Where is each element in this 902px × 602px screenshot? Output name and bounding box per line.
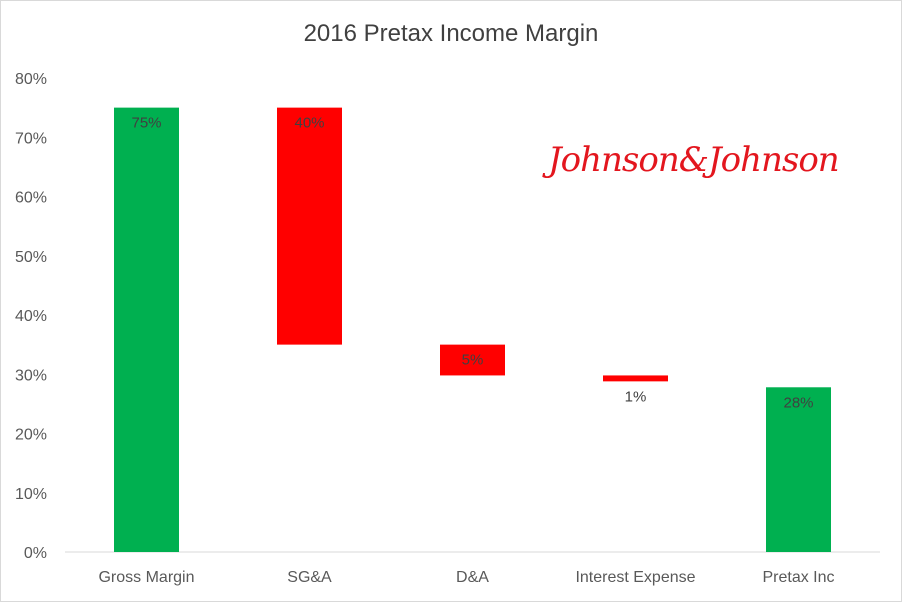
y-tick-label: 80%	[15, 71, 47, 88]
bar-decrease	[277, 107, 342, 345]
y-tick-label: 10%	[15, 486, 47, 503]
bar-decrease	[603, 375, 668, 382]
chart-title: 2016 Pretax Income Margin	[303, 20, 599, 47]
data-label: 28%	[783, 394, 813, 411]
bar-total	[766, 387, 831, 552]
x-tick-label: Interest Expense	[575, 569, 695, 586]
data-label: 1%	[625, 388, 647, 405]
y-tick-label: 40%	[15, 308, 47, 325]
x-tick-label: Pretax Inc	[762, 569, 834, 586]
data-label: 40%	[294, 115, 324, 132]
johnson-johnson-logo: Johnson&Johnson	[548, 140, 840, 180]
y-tick-label: 30%	[15, 367, 47, 384]
x-tick-label: Gross Margin	[98, 569, 194, 586]
y-tick-label: 70%	[15, 130, 47, 147]
bar-decrease	[440, 344, 505, 376]
y-tick-label: 20%	[15, 427, 47, 444]
y-tick-label: 0%	[24, 545, 47, 562]
data-label: 75%	[131, 115, 161, 132]
y-tick-label: 60%	[15, 190, 47, 207]
bar-total	[114, 107, 179, 552]
y-tick-label: 50%	[15, 249, 47, 266]
x-tick-label: SG&A	[287, 569, 332, 586]
data-label: 5%	[462, 352, 484, 369]
x-tick-label: D&A	[456, 569, 489, 586]
